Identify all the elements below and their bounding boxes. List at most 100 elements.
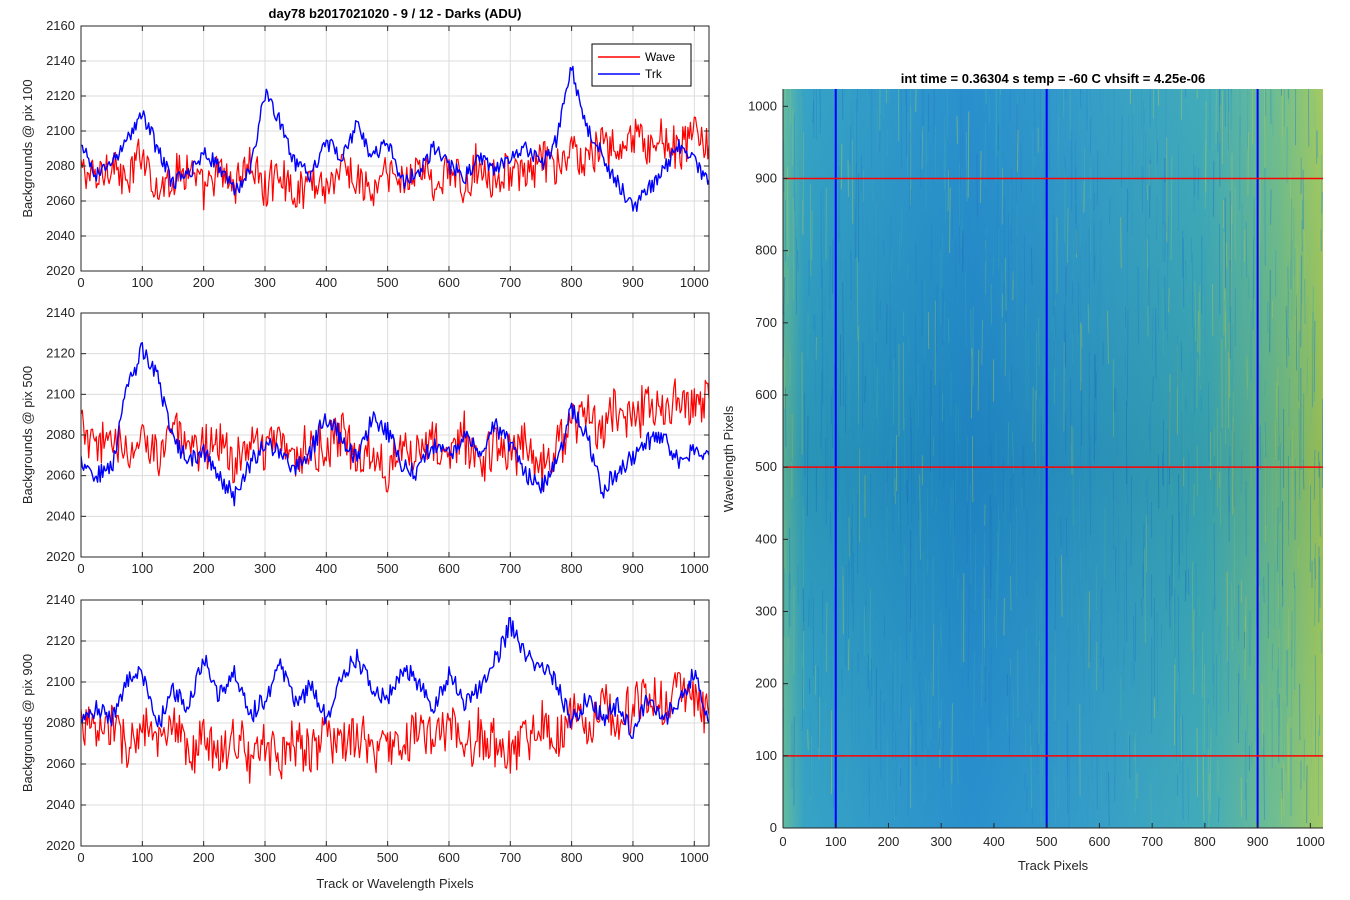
image-shading bbox=[783, 89, 1323, 828]
x-tick-label: 600 bbox=[1089, 834, 1111, 849]
image-streak bbox=[867, 89, 869, 95]
x-tick-label: 1000 bbox=[680, 850, 709, 865]
image-streak bbox=[1297, 89, 1299, 94]
y-tick-label: 2080 bbox=[46, 158, 75, 173]
y-tick-label: 2060 bbox=[46, 468, 75, 483]
y-tick-label: 2100 bbox=[46, 386, 75, 401]
x-tick-label: 100 bbox=[131, 275, 153, 290]
y-tick-label: 300 bbox=[755, 603, 777, 618]
x-tick-label: 1000 bbox=[680, 275, 709, 290]
series-line-wave bbox=[81, 378, 709, 493]
image-streak bbox=[847, 89, 849, 99]
x-tick-label: 0 bbox=[77, 561, 84, 576]
series-group bbox=[81, 65, 709, 213]
y-axis-label: Backgrounds @ pix 500 bbox=[20, 366, 35, 504]
x-tick-label: 600 bbox=[438, 850, 460, 865]
y-tick-label: 2140 bbox=[46, 53, 75, 68]
y-tick-label: 700 bbox=[755, 315, 777, 330]
y-tick-label: 2120 bbox=[46, 88, 75, 103]
legend-label-trk: Trk bbox=[645, 67, 663, 81]
y-tick-label: 2060 bbox=[46, 756, 75, 771]
x-tick-label: 100 bbox=[131, 850, 153, 865]
x-tick-label: 700 bbox=[499, 850, 521, 865]
x-tick-label: 900 bbox=[622, 275, 644, 290]
x-tick-label: 800 bbox=[561, 561, 583, 576]
x-tick-label: 200 bbox=[878, 834, 900, 849]
y-tick-label: 200 bbox=[755, 676, 777, 691]
x-tick-label: 1000 bbox=[1296, 834, 1325, 849]
y-tick-label: 2020 bbox=[46, 838, 75, 853]
y-tick-label: 400 bbox=[755, 531, 777, 546]
x-tick-label: 800 bbox=[1194, 834, 1216, 849]
x-tick-label: 500 bbox=[1036, 834, 1058, 849]
image-axes: 0 100 200 300 400 500 600 700 800 900 1000 0 100 200 3… bbox=[748, 89, 1325, 849]
x-tick-label: 400 bbox=[315, 275, 337, 290]
series-line-trk bbox=[81, 617, 709, 739]
y-tick-label: 2040 bbox=[46, 508, 75, 523]
x-tick-label: 900 bbox=[622, 561, 644, 576]
image-y-axis-label: Wavelength Pixels bbox=[721, 405, 736, 512]
y-axis-label: Backgrounds @ pix 100 bbox=[20, 79, 35, 217]
x-tick-label: 400 bbox=[983, 834, 1005, 849]
x-tick-label: 800 bbox=[561, 275, 583, 290]
image-markers bbox=[783, 89, 1323, 828]
y-tick-label: 0 bbox=[770, 820, 777, 835]
legend: Wave Trk bbox=[591, 43, 692, 87]
y-tick-label: 2060 bbox=[46, 193, 75, 208]
x-tick-label: 300 bbox=[254, 275, 276, 290]
x-tick-label: 200 bbox=[193, 561, 215, 576]
image-title: int time = 0.36304 s temp = -60 C vhsift… bbox=[901, 71, 1206, 86]
x-tick-label: 500 bbox=[377, 850, 399, 865]
y-tick-label: 2120 bbox=[46, 346, 75, 361]
y-tick-label: 2140 bbox=[46, 305, 75, 320]
y-tick-label: 2080 bbox=[46, 715, 75, 730]
x-tick-label: 700 bbox=[1141, 834, 1163, 849]
x-tick-label: 300 bbox=[930, 834, 952, 849]
x-tick-label: 0 bbox=[77, 850, 84, 865]
image-streak bbox=[860, 89, 862, 99]
image-streak bbox=[1280, 89, 1282, 96]
x-tick-label: 500 bbox=[377, 561, 399, 576]
legend-label-wave: Wave bbox=[645, 50, 676, 64]
line-panel-pix-900: 0 100 200 300 400 500 600 700 800 900 1000 2020 2040… bbox=[20, 592, 710, 865]
y-tick-label: 2020 bbox=[46, 263, 75, 278]
x-tick-label: 100 bbox=[825, 834, 847, 849]
x-tick-label: 500 bbox=[377, 275, 399, 290]
figure-title: day78 b2017021020 - 9 / 12 - Darks (ADU) bbox=[269, 6, 522, 21]
series-group bbox=[81, 617, 709, 784]
line-panel-pix-100: 0 100 200 300 400 500 600 700 800 900 1000 2020 2040… bbox=[20, 18, 710, 290]
y-tick-label: 1000 bbox=[748, 98, 777, 113]
y-tick-label: 800 bbox=[755, 243, 777, 258]
x-tick-label: 0 bbox=[779, 834, 786, 849]
x-tick-label: 800 bbox=[561, 850, 583, 865]
y-tick-label: 2040 bbox=[46, 797, 75, 812]
y-tick-label: 2040 bbox=[46, 228, 75, 243]
x-tick-label: 300 bbox=[254, 561, 276, 576]
x-tick-label: 300 bbox=[254, 850, 276, 865]
series-line-wave bbox=[81, 116, 709, 211]
y-tick-label: 2140 bbox=[46, 592, 75, 607]
x-tick-label: 0 bbox=[77, 275, 84, 290]
y-tick-label: 2020 bbox=[46, 549, 75, 564]
line-panel-pix-500: 0 100 200 300 400 500 600 700 800 900 1000 2020 2040… bbox=[20, 305, 710, 576]
y-tick-label: 2160 bbox=[46, 18, 75, 33]
x-tick-label: 1000 bbox=[680, 561, 709, 576]
image-x-axis-label: Track Pixels bbox=[1018, 858, 1089, 873]
x-tick-label: 900 bbox=[622, 850, 644, 865]
x-tick-label: 600 bbox=[438, 561, 460, 576]
y-tick-label: 2100 bbox=[46, 123, 75, 138]
image-streak bbox=[1211, 89, 1212, 95]
shared-x-axis-label: Track or Wavelength Pixels bbox=[316, 876, 474, 891]
series-line-wave bbox=[81, 671, 709, 784]
x-tick-label: 200 bbox=[193, 850, 215, 865]
series-line-trk bbox=[81, 65, 709, 213]
x-tick-label: 900 bbox=[1247, 834, 1269, 849]
series-line-trk bbox=[81, 342, 709, 507]
y-axis-label: Backgrounds @ pix 900 bbox=[20, 654, 35, 792]
y-tick-label: 100 bbox=[755, 748, 777, 763]
y-tick-label: 2100 bbox=[46, 674, 75, 689]
x-tick-label: 100 bbox=[131, 561, 153, 576]
x-tick-label: 200 bbox=[193, 275, 215, 290]
x-tick-label: 400 bbox=[315, 561, 337, 576]
